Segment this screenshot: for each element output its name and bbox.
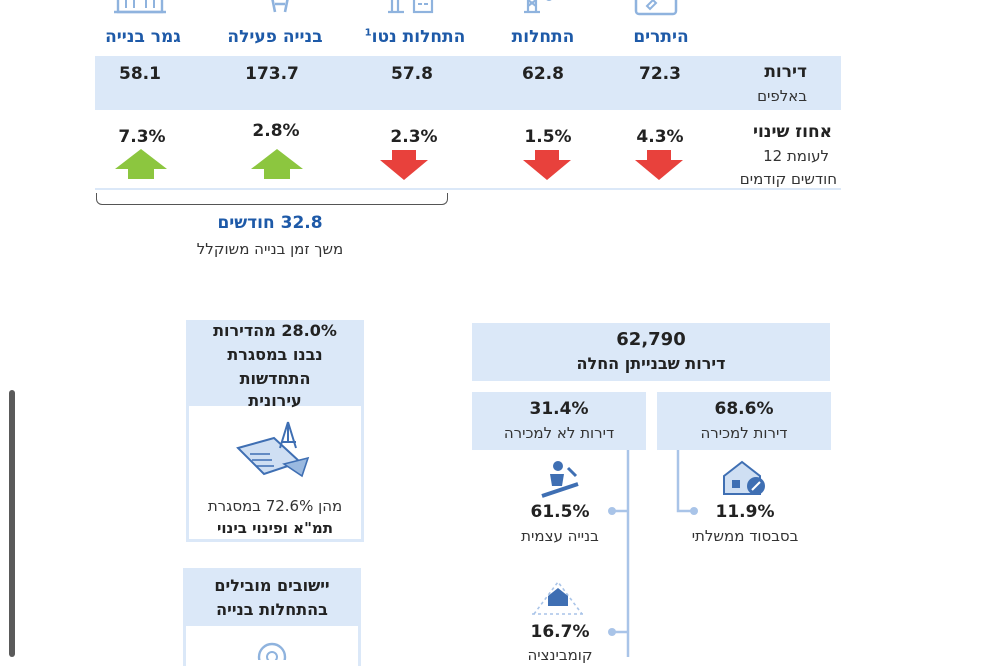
subsidized-pct: 11.9%	[715, 502, 775, 522]
for-sale-pct: 68.6%	[714, 399, 774, 419]
not-for-sale-pct: 31.4%	[529, 399, 589, 419]
row-label-change: אחוז שינוי	[752, 122, 832, 142]
column-header-permits: היתרים	[633, 27, 689, 47]
starts-total-label: דירות שבנייתן החלה	[576, 354, 726, 373]
completed-change: 7.3%	[118, 127, 166, 147]
row-label-apartments: דירות	[764, 62, 807, 82]
finished-building-icon	[112, 0, 168, 18]
urban-renewal-title-2: נבנו במסגרת	[227, 345, 323, 364]
row-sublabel-change-1: לעומת 12	[763, 147, 829, 165]
column-header-completed: גמר בנייה	[105, 27, 181, 47]
urban-renewal-title-3: התחדשות	[239, 369, 311, 388]
building-work-icon	[263, 0, 297, 18]
down-arrow-icon	[633, 150, 685, 180]
worker-building-icon	[538, 460, 584, 500]
column-header-active-construction: בנייה פעילה	[227, 27, 323, 47]
self-build-pct: 61.5%	[530, 502, 590, 522]
up-arrow-icon	[249, 149, 305, 179]
scrollbar-thumb[interactable]	[9, 390, 15, 657]
starts-value: 62.8	[522, 64, 564, 84]
subsidized-label: בסבסוד ממשלתי	[691, 527, 799, 545]
active-construction-change: 2.8%	[252, 121, 300, 141]
down-arrow-icon	[521, 150, 573, 180]
duration-label: משך זמן בנייה משוקלל	[196, 240, 344, 258]
duration-bracket	[96, 193, 448, 205]
duration-value: 32.8 חודשים	[217, 213, 323, 233]
row-sublabel-change-2: חודשים קודמים	[739, 170, 837, 188]
column-header-starts: התחלות	[511, 27, 575, 47]
permit-icon	[633, 0, 679, 18]
apartments-row	[95, 56, 841, 110]
table-divider	[95, 188, 841, 190]
up-arrow-icon	[113, 149, 169, 179]
urban-renewal-header	[186, 320, 364, 408]
urban-renewal-title-1: 28.0% מהדירות	[213, 321, 337, 340]
leading-settlements-title-1: יישובים מובילים	[214, 576, 330, 595]
crane-icon	[516, 0, 556, 18]
construction-icon	[382, 0, 438, 18]
column-header-net-starts: התחלות נטו1	[364, 27, 466, 47]
house-combination-icon	[530, 578, 586, 618]
connector-lines	[608, 450, 698, 657]
for-sale-label: דירות למכירה	[700, 424, 788, 442]
not-for-sale-box	[472, 392, 646, 450]
completed-value: 58.1	[119, 64, 161, 84]
for-sale-box	[657, 392, 831, 450]
row-sublabel-thousands: באלפים	[757, 87, 807, 105]
leading-settlements-title-2: בהתחלות בנייה	[216, 600, 328, 619]
not-for-sale-label: דירות לא למכירה	[503, 424, 615, 442]
urban-renewal-note-1: מהן 72.6% במסגרת	[207, 497, 343, 515]
urban-renewal-title-4: עירונית	[248, 391, 302, 410]
permits-change: 4.3%	[636, 127, 684, 147]
leading-settlements-header	[183, 568, 361, 628]
starts-total-value: 62,790	[616, 329, 686, 350]
top-table: היתרים התחלות התחלות נטו1 בנייה פעילה גמ…	[0, 0, 987, 200]
starts-change: 1.5%	[524, 127, 572, 147]
location-pin-icon	[255, 640, 289, 660]
self-build-label: בנייה עצמית	[521, 527, 599, 545]
house-discount-icon	[720, 458, 768, 498]
down-arrow-icon	[378, 150, 430, 180]
combination-pct: 16.7%	[530, 622, 590, 642]
starts-total-box	[472, 323, 830, 381]
urban-renewal-note-2: תמ"א ופינוי בינוי	[216, 519, 333, 537]
net-starts-change: 2.3%	[390, 127, 438, 147]
permits-value: 72.3	[639, 64, 681, 84]
active-construction-value: 173.7	[245, 64, 299, 84]
combination-label: קומבינציה	[527, 646, 593, 664]
urban-renewal-box	[186, 406, 364, 542]
blueprint-icon	[234, 418, 314, 478]
net-starts-value: 57.8	[391, 64, 433, 84]
